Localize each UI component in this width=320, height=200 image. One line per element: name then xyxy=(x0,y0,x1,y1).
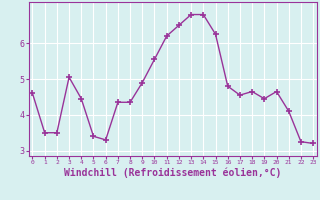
X-axis label: Windchill (Refroidissement éolien,°C): Windchill (Refroidissement éolien,°C) xyxy=(64,168,282,178)
